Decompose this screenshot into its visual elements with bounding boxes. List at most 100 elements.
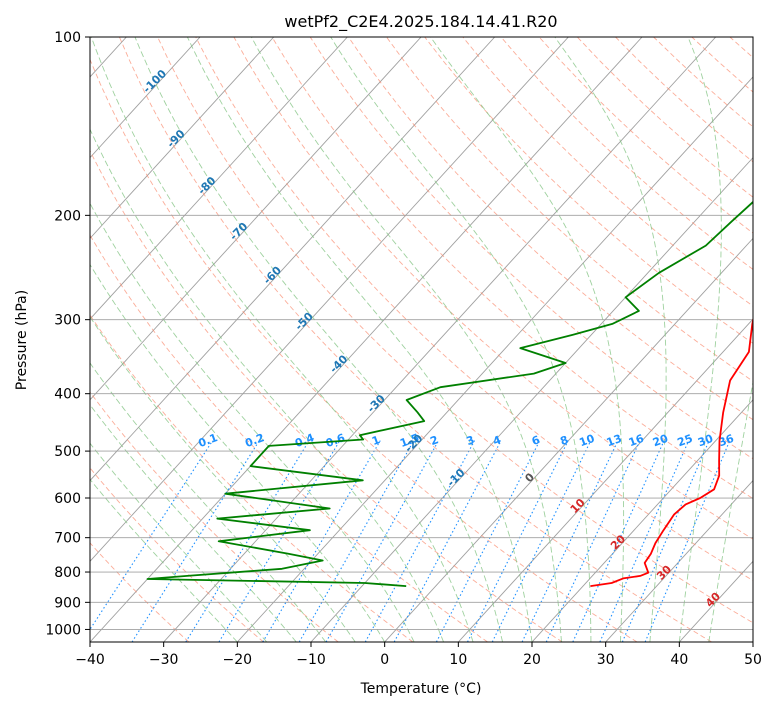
isotherm-line <box>531 399 753 642</box>
isotherm-line <box>90 37 643 642</box>
plot-area: 0.1 0.2 0.4 0.6 1 1.5 2 3 4 6 8 10 13 16 20 25 30 36-100-… <box>90 37 753 642</box>
x-tick-label: 30 <box>597 652 615 668</box>
x-tick-label: 40 <box>670 652 688 668</box>
x-tick-label: 50 <box>744 652 762 668</box>
dry-adiabat-line <box>462 37 753 307</box>
moist-adiabat-label: 40 <box>703 590 723 610</box>
mixing-ratio-line <box>435 440 541 642</box>
y-tick-label: 300 <box>54 313 81 329</box>
mixing-ratio-line <box>298 440 415 642</box>
y-tick-label: 800 <box>54 565 81 581</box>
moist-adiabat-line <box>330 37 592 642</box>
y-tick-label: 500 <box>54 444 81 460</box>
mixing-ratio-label: 2 <box>428 433 440 448</box>
profile-series <box>146 201 753 587</box>
x-tick-label: 10 <box>449 652 467 668</box>
x-tick-label: −40 <box>75 652 105 668</box>
mixing-ratio-label: 10 <box>577 432 596 450</box>
moist-adiabat-label: 30 <box>654 562 674 582</box>
reference-line-labels: 0.1 0.2 0.4 0.6 1 1.5 2 3 4 6 8 10 13 16 20 25 30 36-100-… <box>140 67 735 610</box>
moist-adiabat-line <box>90 202 415 642</box>
mixing-ratio-line <box>621 440 710 642</box>
moist-adiabat-line <box>90 478 238 642</box>
isotherm-label: -70 <box>227 220 250 243</box>
mixing-ratio-line <box>325 440 440 642</box>
mixing-ratio-label: 4 <box>491 433 503 448</box>
mixing-ratio-label: 1 <box>370 433 382 448</box>
moist-adiabat-line <box>430 37 625 642</box>
moist-adiabat-line <box>134 37 503 642</box>
isotherm-line <box>90 37 275 240</box>
mixing-ratio-label: 1.5 <box>398 431 421 450</box>
y-tick-label: 600 <box>54 491 81 507</box>
mixing-ratio-line <box>185 440 310 642</box>
dewpoint-profile-line <box>146 201 753 587</box>
y-tick-label: 400 <box>54 387 81 403</box>
mixing-ratio-line <box>393 440 502 642</box>
dry-adiabat-line <box>90 391 339 642</box>
y-tick-label: 700 <box>54 531 81 547</box>
mixing-ratio-label: 6 <box>530 433 542 448</box>
isotherm-line <box>90 37 348 320</box>
dry-adiabat-line <box>309 37 753 460</box>
dry-adiabat-line <box>424 37 753 344</box>
isotherm-line <box>752 641 753 642</box>
x-tick-label: −10 <box>296 652 326 668</box>
isotherm-lines <box>90 37 753 642</box>
isotherm-line <box>458 318 753 642</box>
mixing-ratio-label: 20 <box>651 432 670 450</box>
mixing-ratio-label: 36 <box>717 432 736 450</box>
moist-adiabat-lines <box>90 37 753 642</box>
isotherm-line <box>384 237 753 642</box>
dry-adiabat-line <box>729 37 753 59</box>
mixing-ratio-line <box>644 440 731 642</box>
isotherm-label: -100 <box>140 67 169 96</box>
x-tick-label: 0 <box>380 652 389 668</box>
moist-adiabat-line <box>90 128 445 642</box>
moist-adiabat-line <box>708 379 753 642</box>
moist-adiabat-line <box>678 37 722 642</box>
mixing-ratio-line <box>572 440 665 642</box>
dry-adiabat-line <box>118 37 712 642</box>
y-tick-label: 1000 <box>45 622 81 638</box>
mixing-ratio-label: 0.1 <box>197 431 220 450</box>
plot-frame <box>89 36 754 643</box>
y-axis-ticks: 100 200 300 400 500 600 700 800 900 1000 <box>45 30 90 638</box>
dry-adiabat-line <box>271 37 753 500</box>
mixing-ratio-line <box>545 440 641 642</box>
y-tick-label: 200 <box>54 208 81 224</box>
x-tick-label: −20 <box>223 652 253 668</box>
chart-title: wetPf2_C2E4.2025.184.14.41.R20 <box>284 12 557 32</box>
x-tick-label: −30 <box>149 652 179 668</box>
y-tick-label: 100 <box>54 30 81 46</box>
dry-adiabat-lines <box>90 37 753 642</box>
mixing-ratio-line <box>131 440 260 642</box>
dry-adiabat-line <box>195 37 753 582</box>
isotherm-label: -80 <box>195 174 218 197</box>
mixing-ratio-label: 3 <box>465 433 477 448</box>
mixing-ratio-label: 0.2 <box>243 431 266 450</box>
pressure-gridlines <box>90 37 753 630</box>
dry-adiabat-line <box>386 37 753 382</box>
moist-adiabat-line <box>90 263 386 642</box>
moist-adiabat-line <box>90 404 297 642</box>
moist-adiabat-line <box>554 37 667 642</box>
dry-adiabat-line <box>90 314 414 642</box>
mixing-ratio-line <box>218 440 341 642</box>
dry-adiabat-line <box>576 37 753 198</box>
mixing-ratio-label: 0.4 <box>293 431 316 450</box>
mixing-ratio-label: 30 <box>696 432 715 450</box>
moist-adiabat-line <box>90 442 268 642</box>
isotherm-line <box>90 37 496 482</box>
mixing-ratio-line <box>467 440 569 642</box>
mixing-ratio-line <box>262 440 381 642</box>
mixing-ratio-line <box>90 440 214 631</box>
dry-adiabat-line <box>90 467 264 642</box>
dry-adiabat-line <box>90 149 563 642</box>
y-axis-label: Pressure (hPa) <box>14 290 30 390</box>
isotherm-line <box>163 37 717 642</box>
isotherm-label: -90 <box>164 127 187 150</box>
mixing-ratio-lines <box>90 440 731 642</box>
isotherm-line <box>90 37 422 401</box>
